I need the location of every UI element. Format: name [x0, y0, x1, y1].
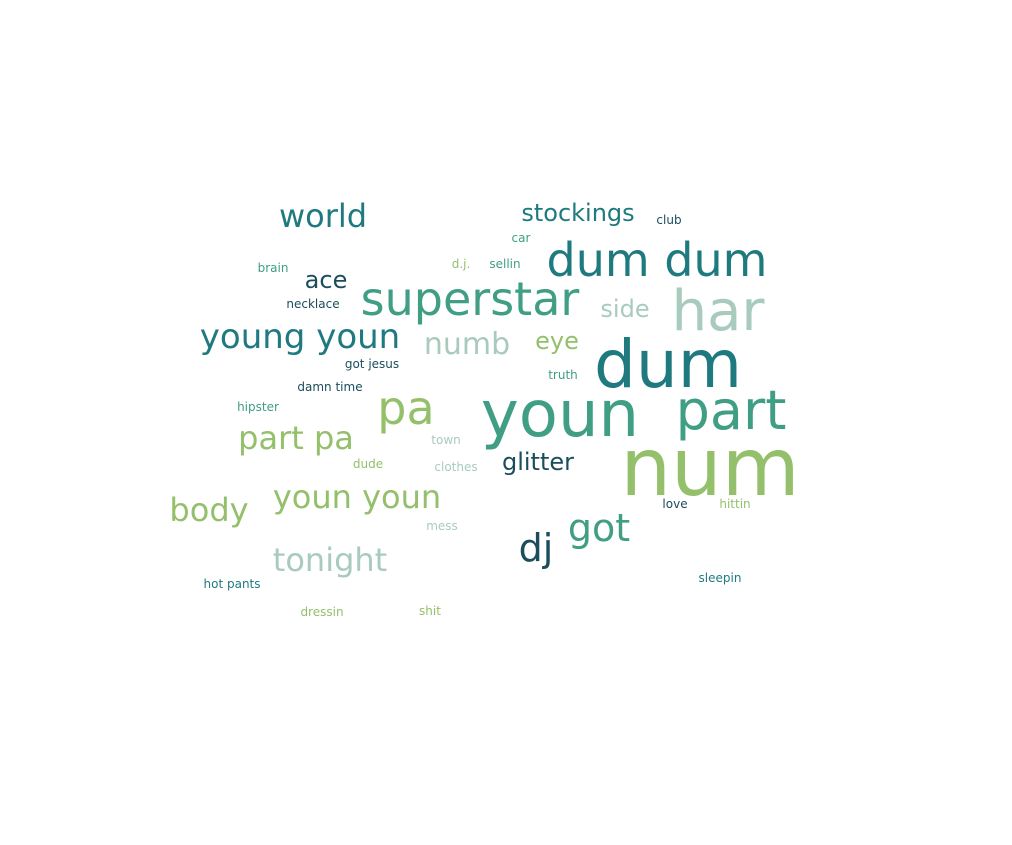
word-d-j: d.j.	[451, 257, 471, 271]
word-ace: ace	[304, 266, 348, 294]
word-youn: youn	[480, 378, 640, 452]
word-body: body	[169, 491, 249, 529]
word-pa: pa	[377, 381, 435, 435]
word-part: part	[675, 379, 787, 442]
word-truth: truth	[548, 368, 578, 382]
word-brain: brain	[257, 261, 289, 275]
word-mess: mess	[426, 519, 458, 533]
word-town: town	[431, 433, 461, 447]
word-superstar: superstar	[360, 272, 580, 326]
word-young-youn: young youn	[199, 317, 401, 357]
word-numb: numb	[423, 327, 511, 362]
word-got-jesus: got jesus	[344, 357, 400, 371]
word-eye: eye	[535, 327, 579, 355]
word-dude: dude	[352, 457, 384, 471]
word-glitter: glitter	[501, 448, 575, 476]
word-num: num	[620, 421, 800, 514]
word-got: got	[567, 506, 631, 550]
word-club: club	[656, 213, 682, 227]
word-stockings: stockings	[521, 199, 635, 227]
word-dj: dj	[518, 526, 554, 570]
word-dum: dum	[593, 326, 743, 403]
word-part-pa: part pa	[238, 419, 354, 457]
word-har: har	[671, 279, 765, 344]
word-hittin: hittin	[719, 497, 751, 511]
word-car: car	[511, 231, 531, 245]
word-love: love	[662, 497, 688, 511]
word-sleepin: sleepin	[698, 571, 742, 585]
word-sellin: sellin	[489, 257, 521, 271]
word-necklace: necklace	[286, 297, 340, 311]
word-world: world	[278, 197, 368, 235]
word-clothes: clothes	[434, 460, 478, 474]
word-side: side	[600, 295, 650, 323]
word-tonight: tonight	[272, 541, 388, 579]
word-youn-youn: youn youn	[272, 478, 442, 516]
word-damn-time: damn time	[297, 380, 363, 394]
word-hot-pants: hot pants	[203, 577, 261, 591]
word-hipster: hipster	[237, 400, 279, 414]
word-shit: shit	[419, 604, 441, 618]
word-dressin: dressin	[300, 605, 344, 619]
word-dum-dum: dum dum	[546, 233, 768, 287]
